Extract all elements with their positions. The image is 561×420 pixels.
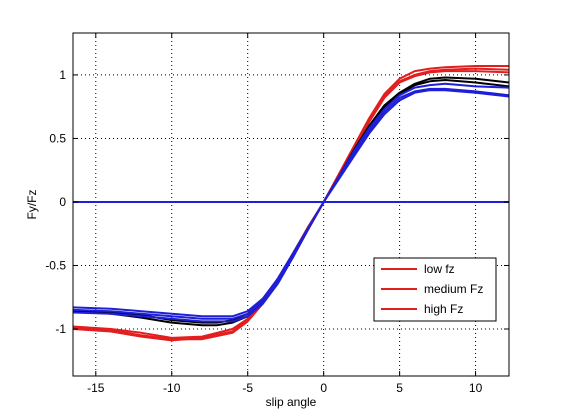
y-axis-label: Fy/Fz [25,190,39,220]
legend-label: medium Fz [424,282,483,296]
x-tick-label: 0 [320,381,327,395]
x-tick-label: -15 [87,381,105,395]
x-tick-label: 10 [469,381,483,395]
plot-lines [73,65,509,342]
x-axis-label: slip angle [266,395,317,409]
y-tick-label: 1 [59,68,66,82]
y-tick-label: -0.5 [45,258,66,272]
x-tick-label: 5 [396,381,403,395]
ticks: -15 -10 -5 0 5 10 -1 -0.5 0 0.5 1 [45,33,509,395]
y-tick-label: 0.5 [49,131,66,145]
legend: low fz medium Fz high Fz [373,257,497,322]
x-tick-label: -10 [163,381,181,395]
x-tick-label: -5 [242,381,253,395]
legend-label: high Fz [424,302,463,316]
y-tick-label: 0 [59,195,66,209]
legend-label: low fz [424,262,455,276]
axes-box [72,32,510,377]
y-tick-label: -1 [55,322,66,336]
series-line-7 [73,82,509,323]
